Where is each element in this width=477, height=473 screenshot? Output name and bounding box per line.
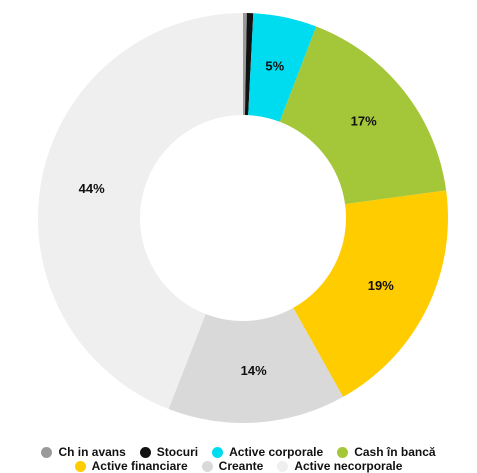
legend-item: Creante	[201, 459, 264, 473]
legend-label: Active corporale	[229, 445, 324, 459]
legend-item: Cash în bancă	[337, 445, 436, 459]
slice-label: 17%	[351, 114, 377, 129]
legend-label: Ch in avans	[58, 445, 126, 459]
donut-slice	[168, 307, 344, 423]
legend-swatch	[337, 446, 349, 458]
slice-label: 44%	[79, 181, 105, 196]
legend-item: Active necorporale	[277, 459, 402, 473]
donut-slice	[293, 190, 448, 397]
legend-label: Cash în bancă	[354, 445, 436, 459]
donut-slice	[243, 13, 247, 116]
slice-label: 5%	[265, 59, 284, 74]
legend-label: Active financiare	[91, 459, 188, 473]
legend-label: Creante	[218, 459, 264, 473]
legend-item: Active corporale	[212, 445, 323, 459]
legend-swatch	[212, 446, 224, 458]
legend-swatch	[277, 460, 289, 472]
legend-item: Stocuri	[139, 445, 199, 459]
slice-label: 14%	[241, 363, 267, 378]
chart: 5% 17% 19% 14% 44%	[37, 13, 448, 423]
legend-label: Active necorporale	[294, 459, 403, 473]
legend-item: Active financiare	[74, 459, 188, 473]
donut-slice	[244, 13, 254, 116]
legend-swatch	[41, 446, 53, 458]
legend-swatch	[139, 446, 151, 458]
donut-slice	[37, 13, 244, 410]
donut-slice	[279, 26, 447, 205]
legend-swatch	[201, 460, 213, 472]
donut-slice	[248, 13, 317, 122]
legend-item: Ch in avans	[41, 445, 126, 459]
legend-label: Stocuri	[156, 445, 199, 459]
legend-swatch	[74, 460, 86, 472]
legend: Ch in avans Stocuri Active corporale Cash î…	[3, 445, 474, 473]
slice-label: 19%	[368, 278, 394, 293]
